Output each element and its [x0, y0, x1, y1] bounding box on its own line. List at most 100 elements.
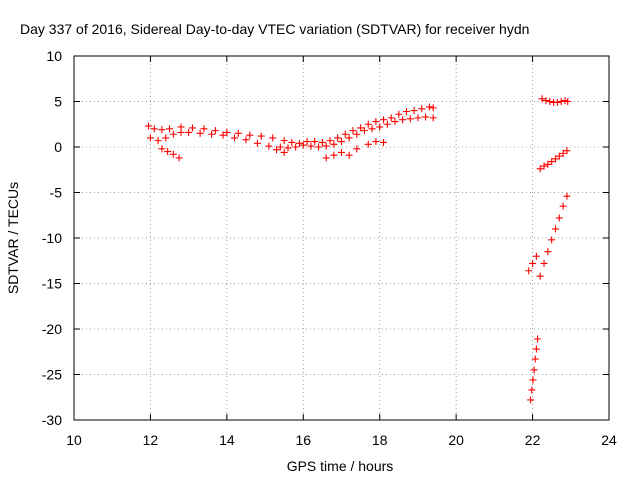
- data-point: [557, 98, 565, 105]
- data-point: [341, 130, 349, 138]
- series-4: [538, 95, 572, 106]
- data-point: [563, 147, 571, 155]
- data-point: [406, 115, 414, 123]
- data-point: [414, 114, 422, 122]
- data-point: [257, 132, 265, 140]
- data-point: [158, 145, 166, 153]
- data-point: [292, 143, 300, 151]
- data-point: [530, 366, 538, 374]
- y-tick-label: 10: [46, 48, 62, 64]
- data-point: [410, 107, 418, 115]
- data-point: [231, 134, 238, 142]
- data-point: [188, 124, 196, 132]
- data-point: [380, 138, 388, 146]
- data-point: [387, 114, 395, 122]
- data-point: [402, 108, 410, 116]
- y-tick-label: -5: [50, 185, 63, 201]
- data-point: [529, 259, 537, 267]
- data-point: [334, 134, 342, 142]
- x-tick-label: 20: [448, 432, 464, 448]
- data-point: [544, 248, 552, 256]
- data-point: [280, 148, 288, 156]
- data-point: [525, 267, 533, 275]
- x-axis-label: GPS time / hours: [287, 458, 394, 474]
- data-point: [307, 142, 315, 150]
- x-tick-label: 14: [219, 432, 235, 448]
- series-2: [146, 113, 437, 152]
- data-point: [353, 130, 361, 138]
- series-8: [527, 335, 542, 404]
- data-point: [166, 125, 174, 133]
- data-point: [322, 154, 330, 162]
- x-tick-label: 18: [372, 432, 388, 448]
- data-point: [150, 125, 158, 133]
- data-point: [540, 259, 548, 267]
- data-point: [200, 125, 208, 133]
- data-point: [559, 202, 567, 210]
- data-point: [284, 144, 292, 152]
- data-point: [418, 105, 426, 113]
- data-point: [538, 95, 546, 103]
- data-point: [326, 137, 334, 145]
- data-point: [338, 148, 345, 156]
- data-point: [311, 138, 319, 146]
- data-point: [546, 98, 554, 105]
- data-point: [357, 124, 365, 132]
- data-point: [353, 145, 361, 153]
- data-point: [299, 141, 307, 149]
- data-point: [372, 118, 380, 126]
- data-point: [288, 138, 296, 146]
- y-axis-label: SDTVAR / TECUs: [5, 182, 21, 294]
- data-point: [303, 138, 311, 146]
- data-point: [368, 125, 376, 133]
- y-tick-label: -30: [42, 412, 62, 428]
- data-point: [372, 138, 380, 146]
- data-point: [345, 151, 353, 159]
- data-point: [175, 154, 183, 162]
- data-point: [531, 355, 539, 363]
- data-point: [219, 131, 227, 139]
- x-tick-label: 24: [601, 432, 617, 448]
- x-tick-label: 16: [295, 432, 311, 448]
- data-point: [164, 148, 172, 156]
- y-tick-label: 5: [54, 94, 62, 110]
- data-point: [280, 137, 288, 145]
- data-point: [422, 113, 430, 121]
- data-point: [536, 165, 544, 173]
- data-point: [364, 120, 372, 128]
- data-point: [185, 128, 193, 136]
- y-tick-label: 0: [54, 139, 62, 155]
- data-point: [196, 129, 204, 137]
- data-point: [330, 151, 338, 159]
- data-point: [553, 98, 561, 106]
- data-point: [536, 272, 544, 280]
- y-tick-label: -20: [42, 321, 62, 337]
- y-tick-label: -15: [42, 276, 62, 292]
- tick-labels: 10 12 14 16 18 20 22 24 -30 -25 -20 -15 -10 -5 0 5 10: [42, 48, 617, 448]
- data-point: [211, 127, 219, 135]
- y-tick-label: -10: [42, 230, 62, 246]
- data-point: [223, 128, 231, 136]
- x-tick-label: 10: [66, 432, 82, 448]
- data-point: [360, 127, 368, 135]
- data-point: [322, 142, 330, 150]
- data-point: [276, 143, 284, 151]
- data-point: [146, 134, 154, 142]
- data-point: [552, 225, 559, 233]
- data-point: [425, 103, 433, 111]
- series-6: [536, 192, 571, 280]
- data-point: [540, 162, 548, 170]
- data-point: [349, 127, 357, 135]
- data-point: [542, 97, 550, 105]
- data-point: [563, 192, 571, 200]
- data-point: [555, 214, 563, 222]
- data-point: [246, 131, 254, 139]
- data-point: [162, 134, 170, 142]
- data-point: [169, 150, 177, 158]
- data-point: [391, 118, 399, 126]
- data-point: [528, 386, 536, 394]
- data-point: [544, 160, 552, 168]
- data-point: [429, 114, 437, 122]
- data-point: [234, 129, 242, 137]
- x-tick-label: 22: [525, 432, 541, 448]
